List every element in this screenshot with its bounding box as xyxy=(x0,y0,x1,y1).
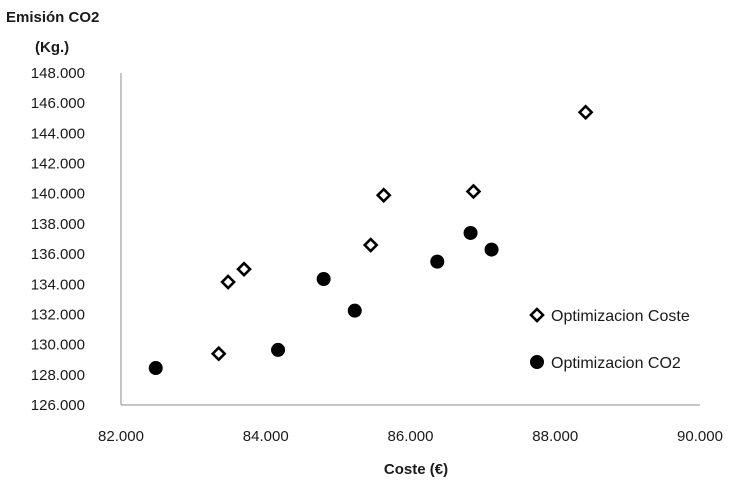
y-tick-label: 146.000 xyxy=(31,95,85,112)
legend-marker-optimizacion-co2 xyxy=(530,355,544,369)
y-tick-label: 136.000 xyxy=(31,246,85,263)
y-tick-labels: 126.000 128.000 130.000 132.000 134.000 136.0… xyxy=(31,65,85,414)
y-tick-label: 142.000 xyxy=(31,156,85,173)
y-axis-title-line-2: (Kg.) xyxy=(35,39,69,56)
x-tick-label: 82.000 xyxy=(98,428,144,445)
data-point-optimizacion-co2 xyxy=(148,361,163,376)
data-point-optimizacion-co2 xyxy=(430,254,445,269)
data-point-optimizacion-co2 xyxy=(347,303,362,318)
y-axis-title-line-1: Emisión CO2 xyxy=(6,9,99,26)
data-point-optimizacion-co2 xyxy=(271,342,286,357)
y-tick-label: 138.000 xyxy=(31,216,85,233)
y-tick-label: 144.000 xyxy=(31,125,85,142)
y-tick-label: 132.000 xyxy=(31,306,85,323)
data-point-optimizacion-coste xyxy=(362,237,379,253)
x-tick-label: 84.000 xyxy=(243,428,289,445)
y-tick-label: 148.000 xyxy=(31,65,85,82)
legend-label: Optimizacion CO2 xyxy=(551,355,681,372)
data-point-optimizacion-coste xyxy=(465,183,482,200)
x-tick-label: 86.000 xyxy=(388,428,434,445)
x-axis-title: Coste (€) xyxy=(384,461,448,478)
legend: Optimizacion Coste Optimizacion CO2 xyxy=(529,307,690,372)
x-tick-label: 90.000 xyxy=(677,428,723,445)
data-point-optimizacion-co2 xyxy=(463,225,478,240)
x-tick-label: 88.000 xyxy=(532,428,578,445)
data-points xyxy=(148,104,594,376)
data-point-optimizacion-coste xyxy=(220,274,236,290)
y-tick-label: 140.000 xyxy=(31,186,85,203)
y-tick-label: 134.000 xyxy=(31,276,85,293)
data-point-optimizacion-co2 xyxy=(316,271,331,286)
data-point-optimizacion-co2 xyxy=(484,242,499,257)
y-tick-label: 128.000 xyxy=(31,367,85,384)
data-point-optimizacion-coste xyxy=(236,261,252,278)
y-tick-label: 126.000 xyxy=(31,397,85,414)
data-point-optimizacion-coste xyxy=(375,187,392,204)
legend-label: Optimizacion Coste xyxy=(551,308,690,325)
data-point-optimizacion-coste xyxy=(577,104,594,121)
x-tick-labels: 82.000 84.000 86.000 88.000 90.000 xyxy=(98,428,723,445)
y-tick-label: 130.000 xyxy=(31,337,85,354)
data-point-optimizacion-coste xyxy=(210,345,227,362)
legend-marker-optimizacion-coste xyxy=(529,307,545,323)
